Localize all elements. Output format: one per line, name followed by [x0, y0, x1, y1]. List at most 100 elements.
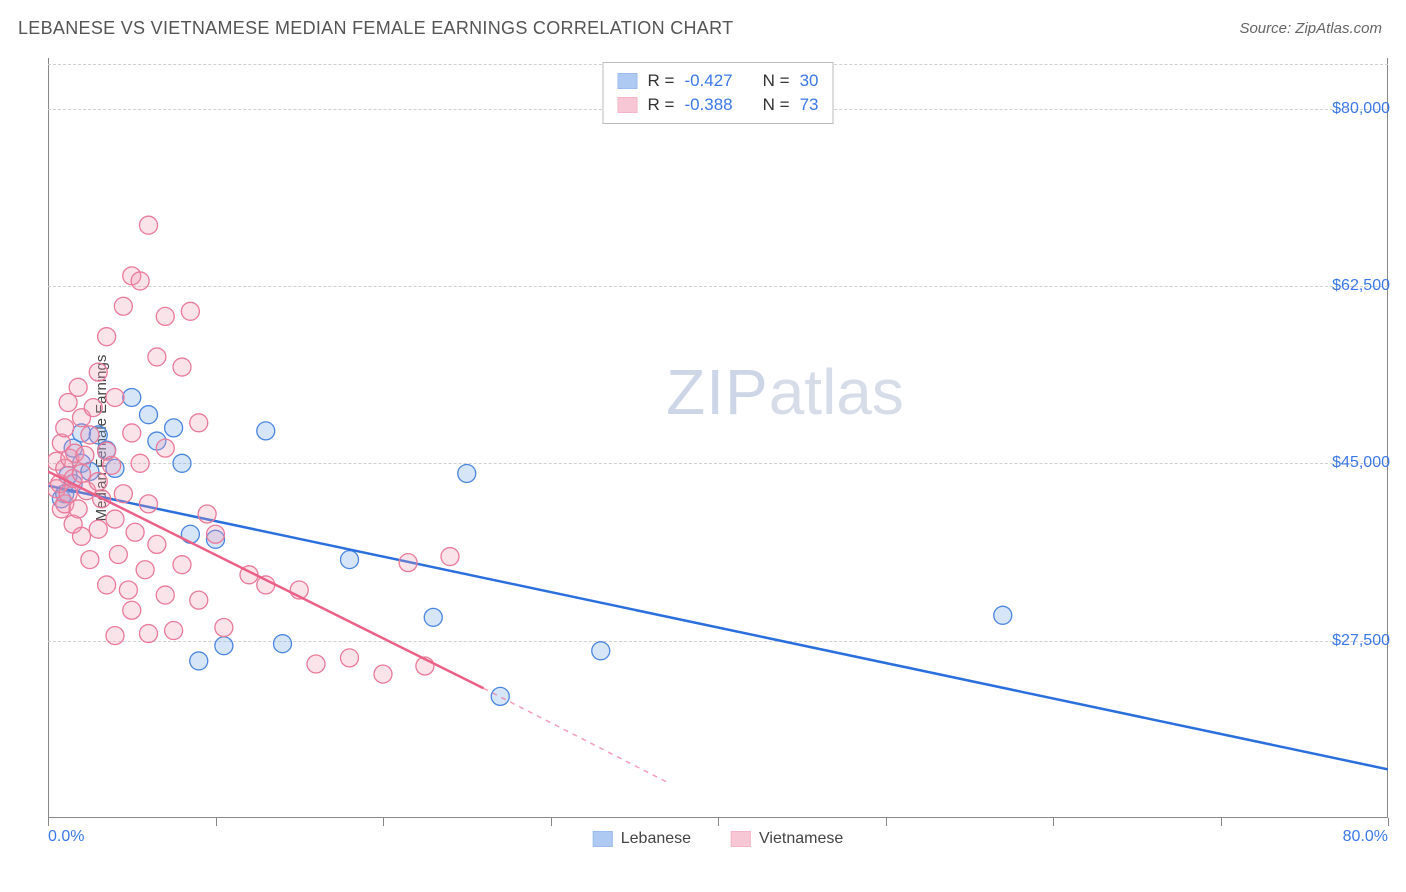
- data-point: [131, 272, 149, 290]
- legend-item: Vietnamese: [731, 830, 843, 848]
- data-point: [140, 495, 158, 513]
- data-point: [56, 419, 74, 437]
- data-point: [109, 546, 127, 564]
- data-point: [148, 535, 166, 553]
- data-point: [140, 625, 158, 643]
- data-point: [399, 554, 417, 572]
- stat-n-label: N =: [763, 95, 790, 115]
- chart-title: LEBANESE VS VIETNAMESE MEDIAN FEMALE EAR…: [18, 18, 733, 39]
- legend-swatch: [618, 97, 638, 113]
- data-point: [114, 485, 132, 503]
- data-point: [106, 388, 124, 406]
- stat-n-value: 73: [800, 95, 819, 115]
- stats-legend-row: R = -0.388 N = 73: [618, 93, 819, 117]
- chart-source: Source: ZipAtlas.com: [1239, 20, 1382, 37]
- x-tick-mark: [383, 818, 384, 826]
- chart-header: LEBANESE VS VIETNAMESE MEDIAN FEMALE EAR…: [0, 0, 1406, 49]
- x-tick-mark: [718, 818, 719, 826]
- data-point: [215, 637, 233, 655]
- data-point: [148, 348, 166, 366]
- data-point: [98, 576, 116, 594]
- data-point: [994, 606, 1012, 624]
- data-point: [341, 649, 359, 667]
- x-tick-mark: [886, 818, 887, 826]
- data-point: [59, 394, 77, 412]
- data-point: [341, 551, 359, 569]
- data-point: [140, 216, 158, 234]
- regression-line: [48, 486, 1388, 770]
- data-point: [89, 363, 107, 381]
- data-point: [215, 618, 233, 636]
- legend-item: Lebanese: [593, 830, 691, 848]
- chart-area: Median Female Earnings $27,500$45,000$62…: [48, 58, 1388, 818]
- data-point: [84, 399, 102, 417]
- data-point: [190, 591, 208, 609]
- data-point: [89, 520, 107, 538]
- data-point: [106, 627, 124, 645]
- data-point: [165, 622, 183, 640]
- legend-label: Lebanese: [621, 830, 691, 848]
- data-point: [156, 439, 174, 457]
- data-point: [89, 473, 107, 491]
- data-point: [114, 297, 132, 315]
- data-point: [190, 414, 208, 432]
- stats-legend: R = -0.427 N = 30 R = -0.388 N = 73: [603, 62, 834, 124]
- x-tick-mark: [216, 818, 217, 826]
- data-point: [119, 581, 137, 599]
- data-point: [441, 548, 459, 566]
- x-tick-mark: [551, 818, 552, 826]
- data-point: [123, 424, 141, 442]
- data-point: [374, 665, 392, 683]
- stat-r-label: R =: [648, 95, 675, 115]
- data-point: [126, 523, 144, 541]
- data-point: [123, 388, 141, 406]
- data-point: [69, 500, 87, 518]
- data-point: [156, 586, 174, 604]
- x-max-label: 80.0%: [1343, 828, 1388, 846]
- data-point: [257, 422, 275, 440]
- data-point: [81, 551, 99, 569]
- x-tick-mark: [1053, 818, 1054, 826]
- data-point: [190, 652, 208, 670]
- data-point: [491, 687, 509, 705]
- stat-n-label: N =: [763, 71, 790, 91]
- data-point: [98, 328, 116, 346]
- data-point: [136, 561, 154, 579]
- data-point: [181, 302, 199, 320]
- data-point: [424, 608, 442, 626]
- stat-n-value: 30: [800, 71, 819, 91]
- data-point: [103, 456, 121, 474]
- legend-swatch: [731, 831, 751, 847]
- stats-legend-row: R = -0.427 N = 30: [618, 69, 819, 93]
- x-tick-mark: [1388, 818, 1389, 826]
- data-point: [81, 426, 99, 444]
- x-tick-mark: [1221, 818, 1222, 826]
- data-point: [76, 446, 94, 464]
- series-legend: Lebanese Vietnamese: [593, 830, 844, 848]
- data-point: [165, 419, 183, 437]
- data-point: [73, 527, 91, 545]
- data-point: [173, 454, 191, 472]
- data-point: [131, 454, 149, 472]
- data-point: [69, 378, 87, 396]
- data-point: [198, 505, 216, 523]
- data-point: [173, 358, 191, 376]
- data-point: [274, 635, 292, 653]
- data-point: [156, 307, 174, 325]
- stat-r-value: -0.388: [684, 95, 732, 115]
- data-point: [106, 510, 124, 528]
- data-point: [173, 556, 191, 574]
- stat-r-value: -0.427: [684, 71, 732, 91]
- x-tick-mark: [48, 818, 49, 826]
- stat-r-label: R =: [648, 71, 675, 91]
- data-point: [140, 406, 158, 424]
- data-point: [592, 642, 610, 660]
- data-point: [458, 464, 476, 482]
- data-point: [207, 525, 225, 543]
- x-min-label: 0.0%: [48, 828, 84, 846]
- regression-line-dashed: [484, 688, 668, 782]
- legend-swatch: [618, 73, 638, 89]
- scatter-plot: [48, 58, 1388, 818]
- data-point: [73, 464, 91, 482]
- legend-swatch: [593, 831, 613, 847]
